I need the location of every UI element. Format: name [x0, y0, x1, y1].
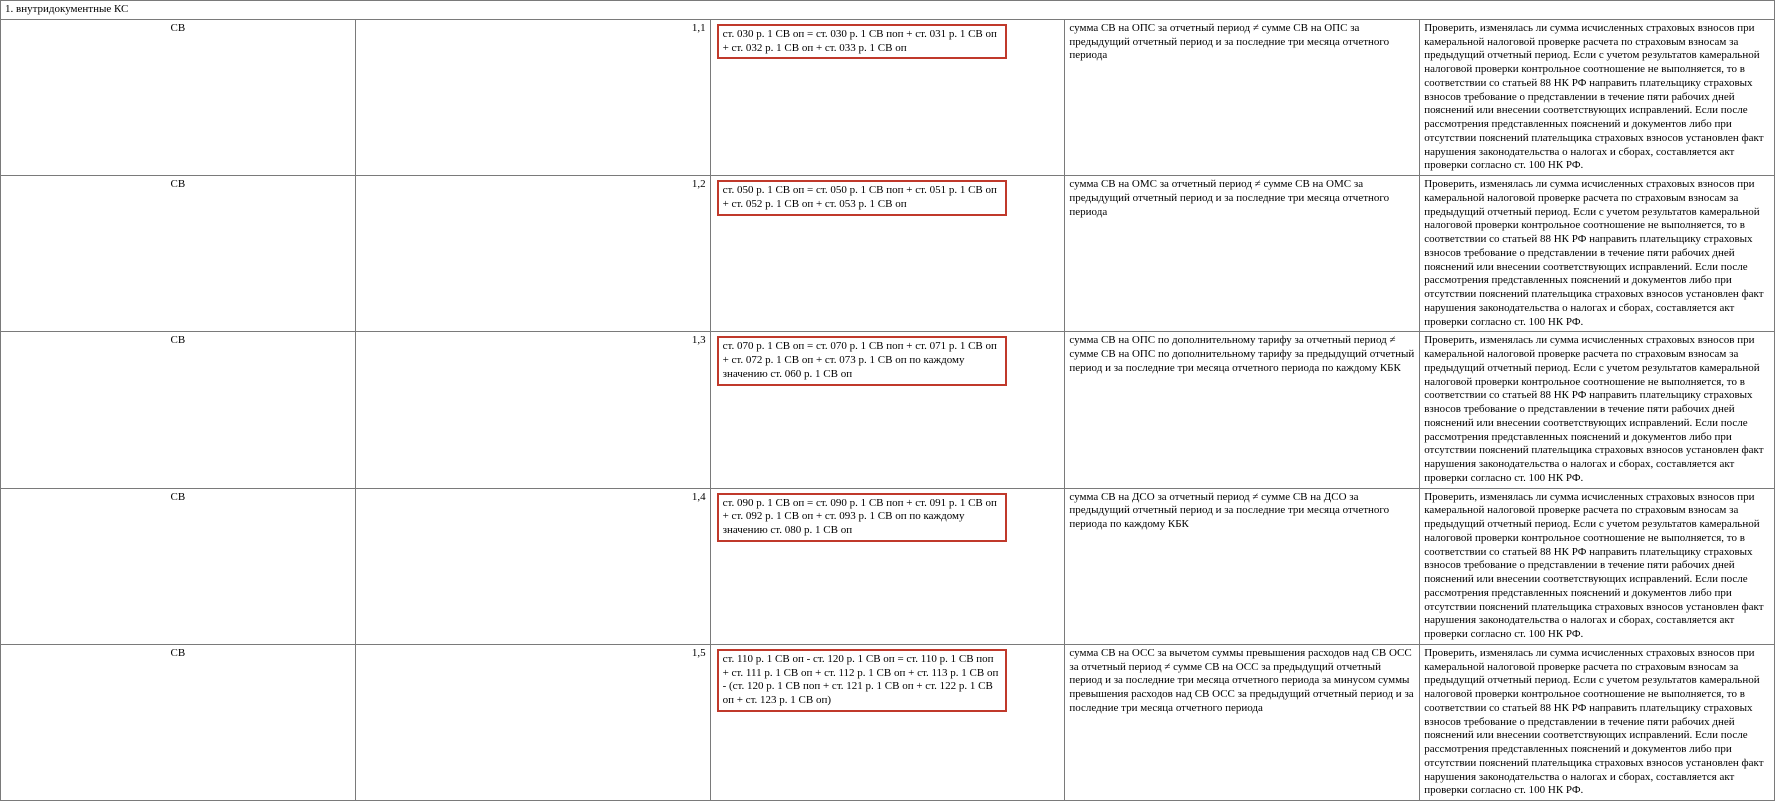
cell-formula: ст. 070 р. 1 СВ оп = ст. 070 р. 1 СВ поп…	[710, 332, 1065, 488]
cell-code: СВ	[1, 332, 356, 488]
cell-code: СВ	[1, 19, 356, 175]
table-row: СВ 1,3 ст. 070 р. 1 СВ оп = ст. 070 р. 1…	[1, 332, 1775, 488]
cell-num: 1,4	[355, 488, 710, 644]
cell-formula: ст. 110 р. 1 СВ оп - ст. 120 р. 1 СВ оп …	[710, 644, 1065, 800]
cell-code: СВ	[1, 644, 356, 800]
ks-table: 1. внутридокументные КС СВ 1,1 ст. 030 р…	[0, 0, 1775, 801]
table-row: СВ 1,4 ст. 090 р. 1 СВ оп = ст. 090 р. 1…	[1, 488, 1775, 644]
cell-desc: сумма СВ на ОМС за отчетный период ≠ сум…	[1065, 176, 1420, 332]
table-row: СВ 1,5 ст. 110 р. 1 СВ оп - ст. 120 р. 1…	[1, 644, 1775, 800]
table-row: СВ 1,1 ст. 030 р. 1 СВ оп = ст. 030 р. 1…	[1, 19, 1775, 175]
cell-desc: сумма СВ на ОСС за вычетом суммы превыше…	[1065, 644, 1420, 800]
section-header-row: 1. внутридокументные КС	[1, 1, 1775, 20]
formula-highlight: ст. 070 р. 1 СВ оп = ст. 070 р. 1 СВ поп…	[717, 336, 1007, 385]
cell-desc: сумма СВ на ДСО за отчетный период ≠ сум…	[1065, 488, 1420, 644]
cell-formula: ст. 050 р. 1 СВ оп = ст. 050 р. 1 СВ поп…	[710, 176, 1065, 332]
formula-highlight: ст. 050 р. 1 СВ оп = ст. 050 р. 1 СВ поп…	[717, 180, 1007, 216]
formula-highlight: ст. 030 р. 1 СВ оп = ст. 030 р. 1 СВ поп…	[717, 24, 1007, 60]
cell-code: СВ	[1, 488, 356, 644]
cell-formula: ст. 090 р. 1 СВ оп = ст. 090 р. 1 СВ поп…	[710, 488, 1065, 644]
cell-check: Проверить, изменялась ли сумма исчисленн…	[1420, 644, 1775, 800]
table-row: СВ 1,2 ст. 050 р. 1 СВ оп = ст. 050 р. 1…	[1, 176, 1775, 332]
cell-desc: сумма СВ на ОПС за отчетный период ≠ сум…	[1065, 19, 1420, 175]
cell-check: Проверить, изменялась ли сумма исчисленн…	[1420, 19, 1775, 175]
formula-highlight: ст. 110 р. 1 СВ оп - ст. 120 р. 1 СВ оп …	[717, 649, 1007, 712]
cell-check: Проверить, изменялась ли сумма исчисленн…	[1420, 488, 1775, 644]
cell-num: 1,2	[355, 176, 710, 332]
cell-formula: ст. 030 р. 1 СВ оп = ст. 030 р. 1 СВ поп…	[710, 19, 1065, 175]
cell-code: СВ	[1, 176, 356, 332]
cell-check: Проверить, изменялась ли сумма исчисленн…	[1420, 176, 1775, 332]
cell-num: 1,3	[355, 332, 710, 488]
cell-num: 1,5	[355, 644, 710, 800]
section-header: 1. внутридокументные КС	[1, 1, 1775, 20]
cell-desc: сумма СВ на ОПС по дополнительному тариф…	[1065, 332, 1420, 488]
cell-num: 1,1	[355, 19, 710, 175]
formula-highlight: ст. 090 р. 1 СВ оп = ст. 090 р. 1 СВ поп…	[717, 493, 1007, 542]
cell-check: Проверить, изменялась ли сумма исчисленн…	[1420, 332, 1775, 488]
